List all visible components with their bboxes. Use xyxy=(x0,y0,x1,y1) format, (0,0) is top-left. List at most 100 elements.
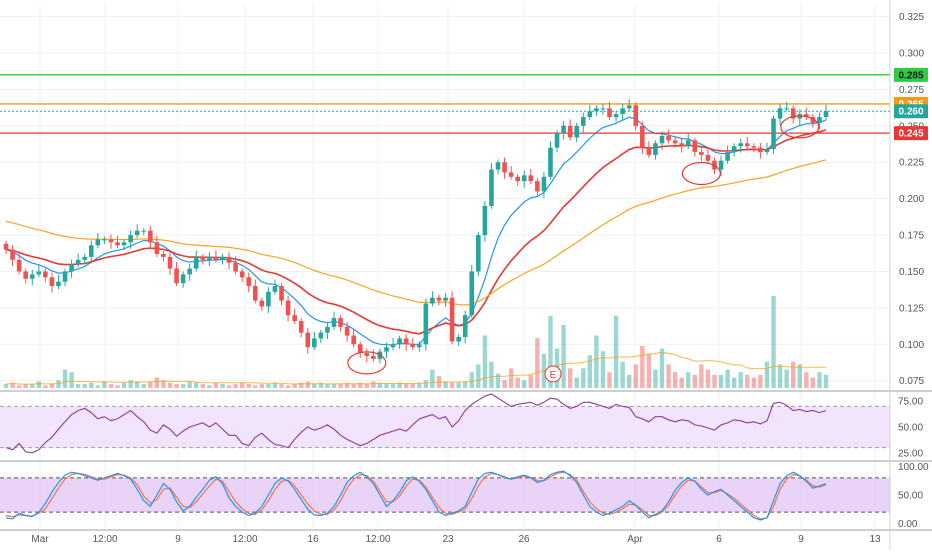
earnings-badge[interactable]: E xyxy=(544,365,562,383)
time-tick-label: 23 xyxy=(442,534,454,545)
volume-bar xyxy=(515,377,520,388)
candle-body xyxy=(436,297,442,301)
candle-body xyxy=(666,136,671,141)
volume-bar xyxy=(338,384,343,388)
price-axis[interactable]: 0.3250.3000.2750.2500.2250.2000.1750.150… xyxy=(889,0,929,550)
volume-bar xyxy=(331,384,337,388)
volume-bar xyxy=(679,377,684,388)
candle-body xyxy=(193,256,199,269)
candle-body xyxy=(495,162,501,170)
volume-bar xyxy=(312,384,317,388)
horizontal-levels[interactable] xyxy=(0,74,890,134)
time-axis[interactable]: Mar 12:00 9 12:00 16 12:00 23 26 Apr 6 9 13 xyxy=(31,534,881,545)
volume-bar xyxy=(167,382,173,388)
volume-bar xyxy=(463,381,468,388)
volume-bar xyxy=(699,364,704,388)
annotations: E xyxy=(347,115,820,383)
candle-body xyxy=(128,235,133,243)
candle-body xyxy=(305,332,311,348)
moving-average-line-2 xyxy=(5,129,827,335)
candle-body xyxy=(148,230,153,243)
rsi-panel xyxy=(0,393,890,454)
volume-bar xyxy=(154,377,160,388)
candle-body xyxy=(528,175,534,182)
candle-body xyxy=(325,326,330,333)
candle-body xyxy=(312,338,317,348)
candle-body xyxy=(318,332,324,339)
rsi-line xyxy=(5,393,827,454)
volume-bar xyxy=(43,385,48,388)
candle-body xyxy=(607,108,612,118)
volume-bar xyxy=(115,385,120,388)
candle-body xyxy=(777,108,783,119)
candle-body xyxy=(403,338,409,345)
time-tick-label: Apr xyxy=(627,534,643,545)
rsi-tick-label: 50.00 xyxy=(898,423,923,434)
candle-body xyxy=(567,125,573,138)
candle-body xyxy=(764,149,770,153)
moving-average-line-3 xyxy=(5,159,827,306)
candle-body xyxy=(646,147,652,155)
price-tick-label: 0.175 xyxy=(899,231,924,242)
candle-body xyxy=(790,108,796,119)
candle-body xyxy=(508,172,514,177)
price-tick-label: 0.150 xyxy=(899,267,924,278)
low-circle-3 xyxy=(780,115,820,139)
volume-bar xyxy=(23,384,28,388)
candle-body xyxy=(416,344,422,348)
time-tick-label: Mar xyxy=(31,534,49,545)
candle-body xyxy=(653,143,658,155)
candle-body xyxy=(430,297,435,304)
volume-bar xyxy=(364,384,369,388)
candle-body xyxy=(692,140,698,153)
level-price-tag-0.245[interactable]: 0.245 xyxy=(894,126,928,141)
volume-bar xyxy=(174,384,179,388)
volume-bar xyxy=(95,385,101,388)
volume-bar xyxy=(686,372,691,388)
volume-bar xyxy=(10,382,15,388)
candle-body xyxy=(758,147,763,153)
candle-body xyxy=(344,326,350,336)
volume-bar xyxy=(502,380,507,388)
level-price-tag-0.285[interactable]: 0.285 xyxy=(894,67,928,82)
volume-bar xyxy=(784,369,789,388)
candle-body xyxy=(115,242,120,246)
volume-bar xyxy=(613,315,619,388)
volume-bar xyxy=(567,368,573,388)
volume-bar xyxy=(194,382,199,388)
time-tick-label: 9 xyxy=(798,534,804,545)
candle-body xyxy=(259,300,265,307)
candle-body xyxy=(554,133,560,148)
volume-bar xyxy=(299,382,304,388)
volume-bar xyxy=(62,369,68,388)
candle-body xyxy=(384,347,389,352)
volume-bar xyxy=(692,374,697,388)
volume-bar xyxy=(30,384,35,388)
candle-body xyxy=(69,264,74,272)
volume-bar xyxy=(548,315,553,388)
stoch-tick-label: 100.00 xyxy=(898,462,929,473)
candle-body xyxy=(371,355,376,359)
moving-average-line-1 xyxy=(5,116,827,346)
candle-body xyxy=(469,271,475,316)
price-tick-label: 0.300 xyxy=(899,48,924,59)
volume-bar xyxy=(403,384,409,388)
rsi-tick-label: 75.00 xyxy=(898,397,923,408)
time-tick-label: 13 xyxy=(869,534,881,545)
level-price-tag-0.260[interactable]: 0.260 xyxy=(894,104,928,119)
candle-body xyxy=(279,286,284,301)
candle-body xyxy=(456,337,461,342)
volume-bar xyxy=(351,384,356,388)
volume-bar xyxy=(69,372,74,388)
time-tick-label: 16 xyxy=(307,534,319,545)
candle-body xyxy=(16,259,22,272)
volume-bar xyxy=(423,380,429,388)
volume-bar xyxy=(239,382,245,388)
candle-body xyxy=(161,253,166,257)
volume-bar xyxy=(161,380,166,388)
volume-bar xyxy=(489,361,494,388)
volume-bar xyxy=(285,385,291,388)
candle-body xyxy=(804,114,809,118)
candle-body xyxy=(141,230,147,232)
